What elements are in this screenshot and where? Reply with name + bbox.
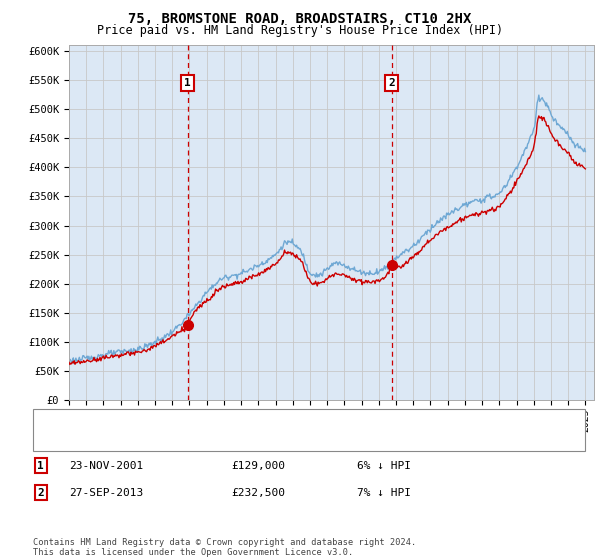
Text: 7% ↓ HPI: 7% ↓ HPI [357,488,411,498]
Text: 1: 1 [37,461,44,471]
Text: £232,500: £232,500 [231,488,285,498]
Text: £129,000: £129,000 [231,461,285,471]
Text: Contains HM Land Registry data © Crown copyright and database right 2024.
This d: Contains HM Land Registry data © Crown c… [33,538,416,557]
Text: 23-NOV-2001: 23-NOV-2001 [69,461,143,471]
Text: 75, BROMSTONE ROAD, BROADSTAIRS, CT10 2HX (detached house): 75, BROMSTONE ROAD, BROADSTAIRS, CT10 2H… [75,416,437,426]
Text: Price paid vs. HM Land Registry's House Price Index (HPI): Price paid vs. HM Land Registry's House … [97,24,503,37]
Text: 6% ↓ HPI: 6% ↓ HPI [357,461,411,471]
Text: 1: 1 [184,78,191,88]
Text: 75, BROMSTONE ROAD, BROADSTAIRS, CT10 2HX: 75, BROMSTONE ROAD, BROADSTAIRS, CT10 2H… [128,12,472,26]
Text: HPI: Average price, detached house, Thanet: HPI: Average price, detached house, Than… [75,434,337,444]
Text: 27-SEP-2013: 27-SEP-2013 [69,488,143,498]
Text: 2: 2 [37,488,44,498]
Text: 2: 2 [388,78,395,88]
